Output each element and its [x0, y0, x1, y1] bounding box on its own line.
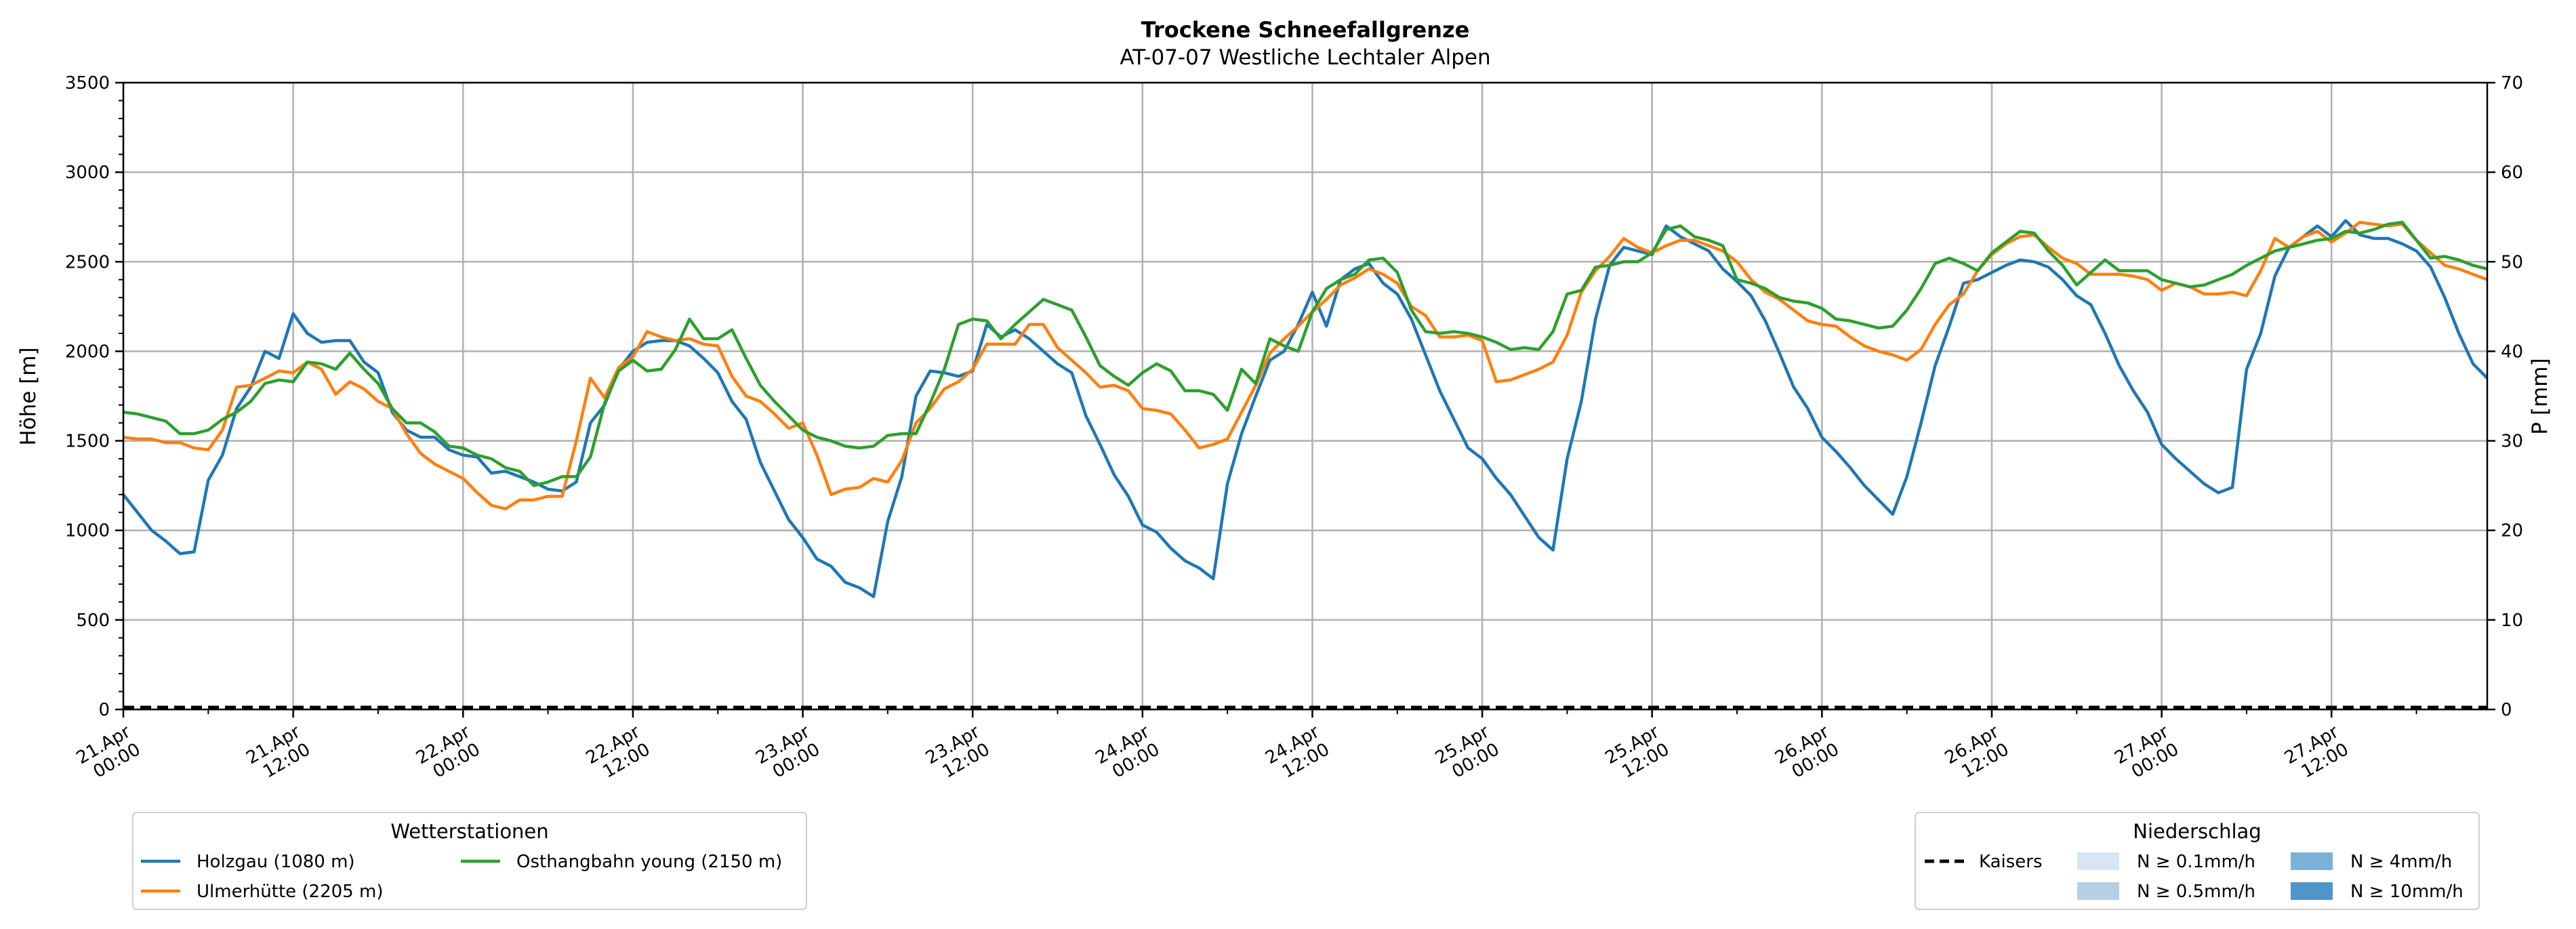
chart-title: Trockene Schneefallgrenze: [1141, 17, 1470, 43]
y-right-tick-label: 20: [2501, 521, 2523, 541]
legend-station-label: Holzgau (1080 m): [197, 852, 355, 872]
precip-swatch-label: N ≥ 4mm/h: [2350, 852, 2452, 872]
precip-legend-line-label: Kaisers: [1979, 852, 2043, 872]
grid-lines: [122, 81, 2487, 711]
precip-swatch: [2291, 852, 2333, 870]
y-tick-label: 2500: [65, 252, 110, 272]
stations-legend-items: Holzgau (1080 m) Ulmerhütte (2205 m) Ostha…: [141, 852, 782, 902]
y-right-tick-label: 60: [2501, 163, 2523, 183]
precip-swatch: [2077, 852, 2119, 870]
precip-legend-frame: [1915, 812, 2480, 910]
legend-station-label: Ulmerhütte (2205 m): [197, 882, 383, 902]
y-tick-label: 2000: [65, 342, 110, 362]
y-tick-label: 1000: [65, 521, 110, 541]
series-line: [123, 220, 2488, 511]
precip-swatch-label: N ≥ 0.1mm/h: [2137, 852, 2255, 872]
y-tick-label: 1500: [65, 432, 110, 452]
y-axis-label-right: P [mm]: [2528, 358, 2552, 434]
y-tick-label: 500: [76, 611, 110, 631]
y-right-tick-label: 10: [2501, 611, 2523, 631]
y-axis-left: 0 500 1000 1500 2000 2500 3000 3500: [65, 73, 123, 720]
series-line: [122, 219, 2489, 598]
y-tick-label: 3000: [65, 163, 110, 183]
precip-swatch: [2291, 882, 2333, 900]
precip-legend: Niederschlag Kaisers N ≥ 0.1mm/h N ≥ 0.5m…: [1915, 812, 2480, 910]
legend-station-label: Osthangbahn young (2150 m): [516, 852, 782, 872]
precip-swatch: [2077, 882, 2119, 900]
y-right-tick-label: 70: [2501, 73, 2523, 94]
series-line: [123, 220, 2488, 487]
y-tick-label: 3500: [65, 73, 110, 94]
y-axis-right: 0 10 20 30 40 50 60 70: [2487, 73, 2523, 720]
chart-subtitle: AT-07-07 Westliche Lechtaler Alpen: [1120, 45, 1490, 70]
y-right-tick-label: 40: [2501, 342, 2523, 362]
plot-frame: [122, 81, 2489, 711]
y-axis-label-left: Höhe [m]: [16, 347, 41, 445]
y-right-tick-label: 50: [2501, 252, 2523, 272]
y-right-tick-label: 0: [2501, 700, 2512, 720]
precip-swatch-label: N ≥ 10mm/h: [2350, 882, 2463, 902]
precip-swatch-label: N ≥ 0.5mm/h: [2137, 882, 2255, 902]
stations-legend-title: Wetterstationen: [390, 820, 548, 843]
series-layer: [122, 219, 2489, 709]
precip-legend-title: Niederschlag: [2133, 820, 2261, 843]
precip-legend-swatches: N ≥ 0.1mm/h N ≥ 0.5mm/h N ≥ 4mm/h N ≥ 10mm/…: [2077, 852, 2463, 902]
stations-legend: Wetterstationen Holzgau (1080 m) Ulmerhüt…: [132, 812, 807, 910]
y-right-tick-label: 30: [2501, 432, 2523, 452]
y-tick-label: 0: [98, 700, 110, 720]
